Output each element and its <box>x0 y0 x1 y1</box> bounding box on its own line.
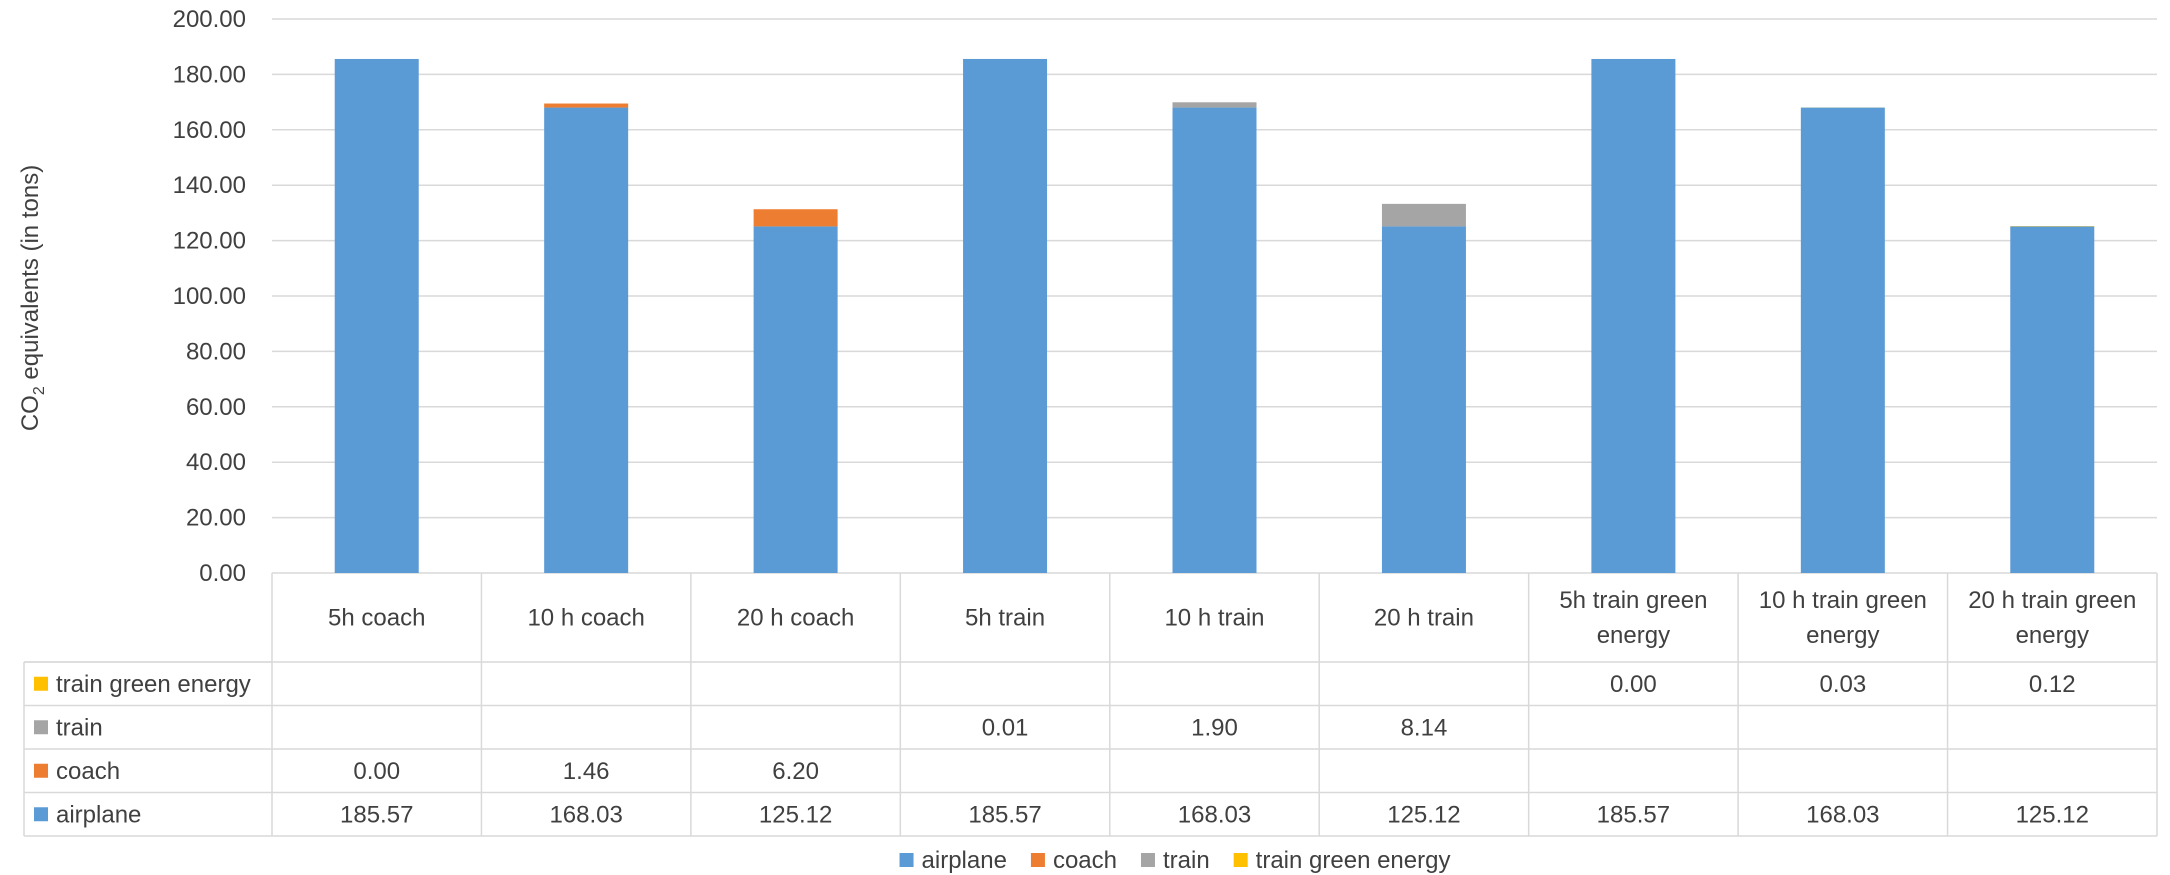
y-tick-label: 100.00 <box>173 283 246 310</box>
data-label: 0.00 <box>353 758 400 785</box>
bar-airplane <box>1591 58 1676 574</box>
bar-airplane <box>2010 226 2095 573</box>
y-tick-label: 200.00 <box>173 6 246 33</box>
x-category-label: energy <box>1597 622 1670 649</box>
data-label: 0.03 <box>1819 671 1866 698</box>
x-category-label: 5h train green <box>1559 587 1707 614</box>
x-category-label: 10 h train <box>1164 605 1264 632</box>
legend-key <box>1140 853 1155 867</box>
bar-train <box>1381 203 1466 227</box>
data-label: 185.57 <box>968 801 1041 828</box>
y-axis-title-subscript: 2 <box>31 386 48 395</box>
x-category-label: energy <box>1806 622 1879 649</box>
y-tick-label: 80.00 <box>186 338 246 365</box>
legend-key <box>1233 853 1248 867</box>
bar-train <box>1172 102 1257 108</box>
data-label: 168.03 <box>1806 801 1879 828</box>
x-category-label: 20 h train <box>1374 605 1474 632</box>
data-table: 5h coach 10 h coach 20 h coach 5h train 10 h… <box>23 573 2158 837</box>
bar-airplane <box>1381 226 1466 573</box>
bar-airplane <box>963 58 1048 574</box>
y-axis-title-main: CO <box>17 395 44 431</box>
legend-label: airplane <box>922 847 1007 874</box>
x-category-label: 5h coach <box>328 605 425 632</box>
legend-label: train <box>1163 847 1210 874</box>
data-label: 185.57 <box>340 801 413 828</box>
bar-airplane <box>1172 107 1257 574</box>
data-label: 0.12 <box>2029 671 2076 698</box>
legend-key <box>899 853 914 867</box>
x-category-label: energy <box>2016 622 2089 649</box>
legend: airplane coach train train green energy <box>899 847 1451 874</box>
bar-coach <box>544 103 629 108</box>
x-category-label: 20 h train green <box>1968 587 2136 614</box>
bar-airplane <box>334 58 419 574</box>
table-row-label: train green energy <box>56 671 251 698</box>
legend-label: train green energy <box>1256 847 1451 874</box>
data-label: 168.03 <box>549 801 622 828</box>
bar-airplane <box>1800 107 1885 574</box>
legend-key <box>1030 853 1045 867</box>
y-tick-label: 40.00 <box>186 449 246 476</box>
data-label: 1.90 <box>1191 714 1238 741</box>
data-label: 185.57 <box>1597 801 1670 828</box>
table-row-label: airplane <box>56 801 141 828</box>
x-category-label: 10 h coach <box>527 605 644 632</box>
bars <box>334 58 2095 574</box>
table-legend-key <box>34 720 48 735</box>
y-tick-label: 180.00 <box>173 61 246 88</box>
y-tick-label: 60.00 <box>186 394 246 421</box>
table-legend-key <box>34 807 48 822</box>
y-axis-ticks: 0.00 20.00 40.00 60.00 80.00 100.00 120.00 140.… <box>173 6 246 587</box>
data-label: 1.46 <box>563 758 610 785</box>
table-row-label: coach <box>56 758 120 785</box>
y-tick-label: 0.00 <box>199 560 246 587</box>
x-category-label: 5h train <box>965 605 1045 632</box>
table-legend-key <box>34 676 48 691</box>
table-legend-key <box>34 763 48 778</box>
bar-airplane <box>753 226 838 573</box>
data-label: 0.01 <box>982 714 1029 741</box>
x-category-label: 10 h train green <box>1759 587 1927 614</box>
data-label: 0.00 <box>1610 671 1657 698</box>
y-tick-label: 140.00 <box>173 172 246 199</box>
data-label: 125.12 <box>2016 801 2089 828</box>
x-category-label: 20 h coach <box>737 605 854 632</box>
data-label: 168.03 <box>1178 801 1251 828</box>
bar-airplane <box>544 107 629 574</box>
y-tick-label: 120.00 <box>173 228 246 255</box>
data-label: 125.12 <box>1387 801 1460 828</box>
data-label: 8.14 <box>1401 714 1448 741</box>
y-axis-title-rest: equivalents (in tons) <box>17 165 44 386</box>
data-label: 125.12 <box>759 801 832 828</box>
y-tick-label: 160.00 <box>173 117 246 144</box>
y-axis-title: CO2 equivalents (in tons) <box>17 165 48 431</box>
bar-coach <box>753 209 838 227</box>
legend-label: coach <box>1053 847 1117 874</box>
y-tick-label: 20.00 <box>186 505 246 532</box>
data-label: 6.20 <box>772 758 819 785</box>
table-row-label: train <box>56 714 103 741</box>
